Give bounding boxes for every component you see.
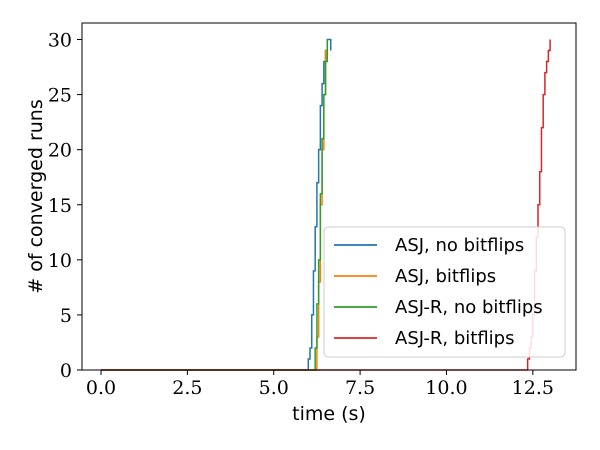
series-line bbox=[101, 38, 332, 371]
x-tick-label: 2.5 bbox=[172, 377, 202, 399]
legend-entry-label: ASJ, no bitflips bbox=[395, 235, 524, 256]
y-tick-label: 30 bbox=[48, 30, 72, 52]
y-tick-label: 15 bbox=[48, 195, 72, 217]
legend-box bbox=[323, 226, 566, 358]
x-axis-ticks: 0.0 2.5 5.0 7.5 10.0 12.5 bbox=[86, 370, 554, 399]
legend: ASJ, no bitflips ASJ, bitflips ASJ-R, no b… bbox=[323, 226, 566, 358]
legend-entry-label: ASJ, bitflips bbox=[395, 266, 496, 287]
x-tick-label: 0.0 bbox=[86, 377, 116, 399]
x-tick-label: 12.5 bbox=[512, 377, 554, 399]
y-tick-label: 10 bbox=[48, 250, 72, 272]
y-tick-label: 0 bbox=[60, 360, 72, 382]
y-axis-label: # of converged runs bbox=[25, 99, 47, 293]
x-axis-label: time (s) bbox=[292, 403, 366, 425]
legend-entry-label: ASJ-R, no bitflips bbox=[395, 297, 543, 318]
x-tick-label: 5.0 bbox=[259, 377, 289, 399]
x-tick-label: 7.5 bbox=[345, 377, 375, 399]
y-tick-label: 25 bbox=[48, 85, 72, 107]
y-tick-label: 20 bbox=[48, 140, 72, 162]
series-line bbox=[101, 39, 329, 371]
legend-entry-label: ASJ-R, bitflips bbox=[395, 328, 514, 349]
plot-frame bbox=[81, 22, 577, 371]
y-axis-ticks: 0 5 10 15 20 25 30 bbox=[48, 30, 82, 382]
x-tick-label: 10.0 bbox=[425, 377, 467, 399]
series-line bbox=[101, 39, 329, 371]
y-tick-label: 5 bbox=[60, 305, 72, 327]
